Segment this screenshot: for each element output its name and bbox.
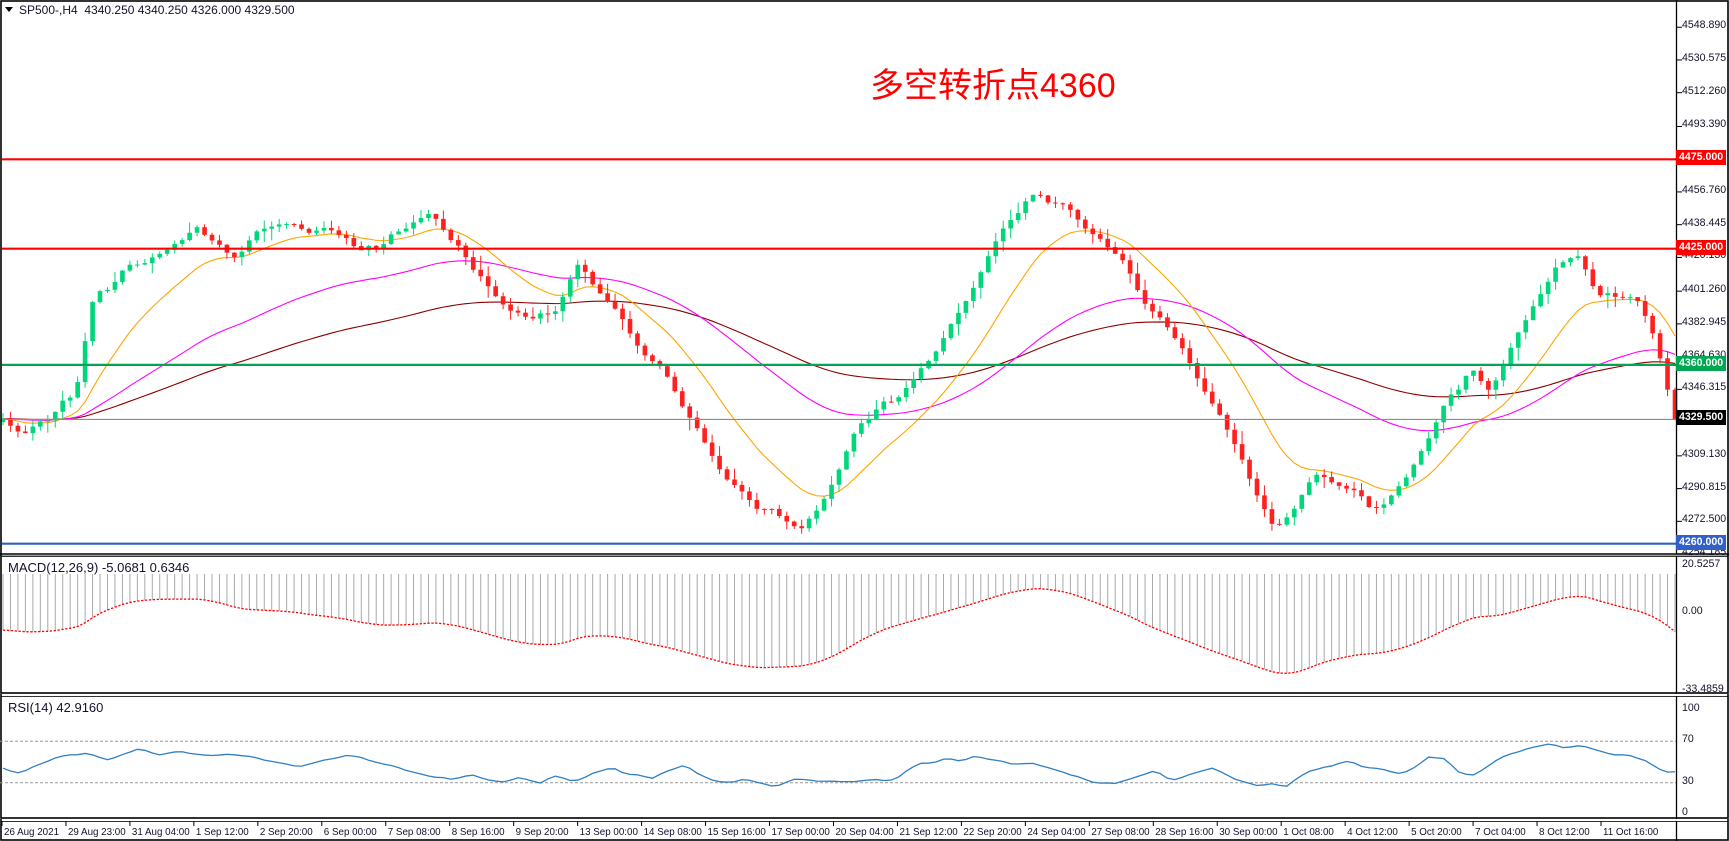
svg-text:RSI(14) 42.9160: RSI(14) 42.9160 — [8, 700, 103, 715]
svg-text:MACD(12,26,9) -5.0681 0.6346: MACD(12,26,9) -5.0681 0.6346 — [8, 560, 189, 575]
